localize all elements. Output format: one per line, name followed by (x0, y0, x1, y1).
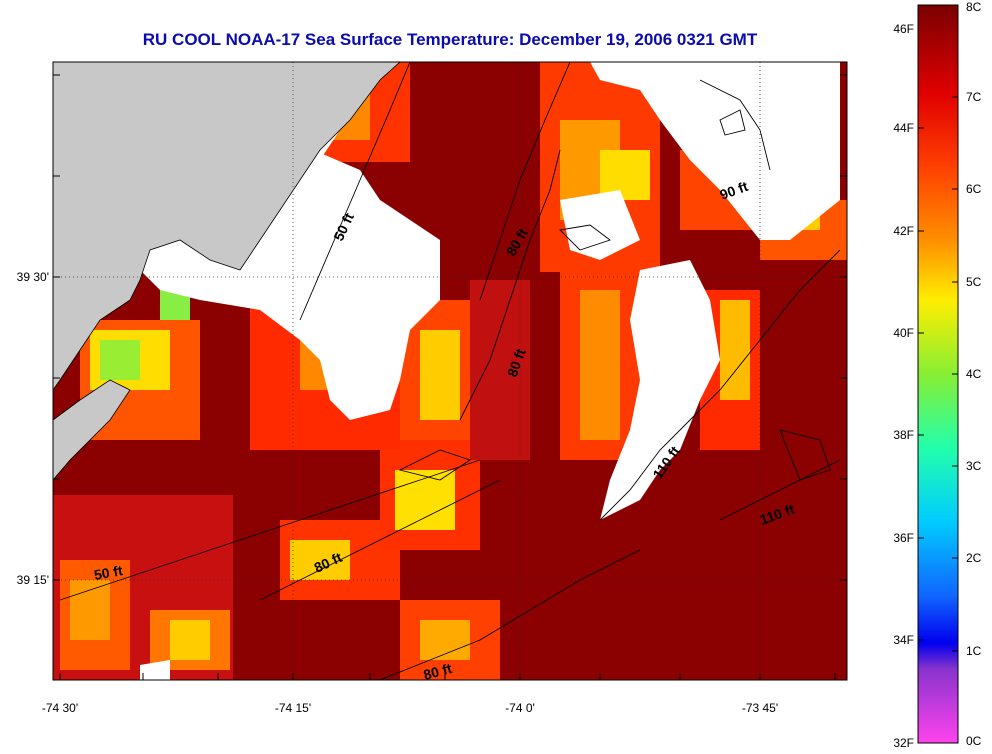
colorbar-c-label: 8C (966, 0, 982, 14)
colorbar-f-label: 32F (893, 736, 914, 750)
lon-label: -74 15' (275, 701, 311, 715)
colorbar-c-label: 1C (966, 644, 982, 658)
lon-label: -73 45' (742, 701, 778, 715)
colorbar-f-label: 36F (893, 531, 914, 545)
colorbar-f-label: 44F (893, 121, 914, 135)
colorbar-c-label: 3C (966, 459, 982, 473)
colorbar-c-label: 4C (966, 367, 982, 381)
colorbar-f-label: 40F (893, 326, 914, 340)
colorbar-c-label: 0C (966, 734, 982, 748)
lat-label: 39 30' (17, 270, 49, 284)
colorbar-f-label: 34F (893, 633, 914, 647)
colorbar-f-label: 46F (893, 22, 914, 36)
colorbar: 46F 44F 42F 40F 38F 36F 34F 32F 8C 7C 6C… (893, 0, 981, 750)
colorbar-c-label: 5C (966, 275, 982, 289)
lon-label: -74 0' (505, 701, 535, 715)
colorbar-f-label: 38F (893, 428, 914, 442)
colorbar-c-label: 7C (966, 90, 982, 104)
lon-label: -74 30' (42, 701, 78, 715)
colorbar-c-label: 2C (966, 551, 982, 565)
colorbar-c-label: 6C (966, 182, 982, 196)
lat-label: 39 15' (17, 573, 49, 587)
colorbar-f-label: 42F (893, 224, 914, 238)
sst-map (53, 62, 847, 680)
